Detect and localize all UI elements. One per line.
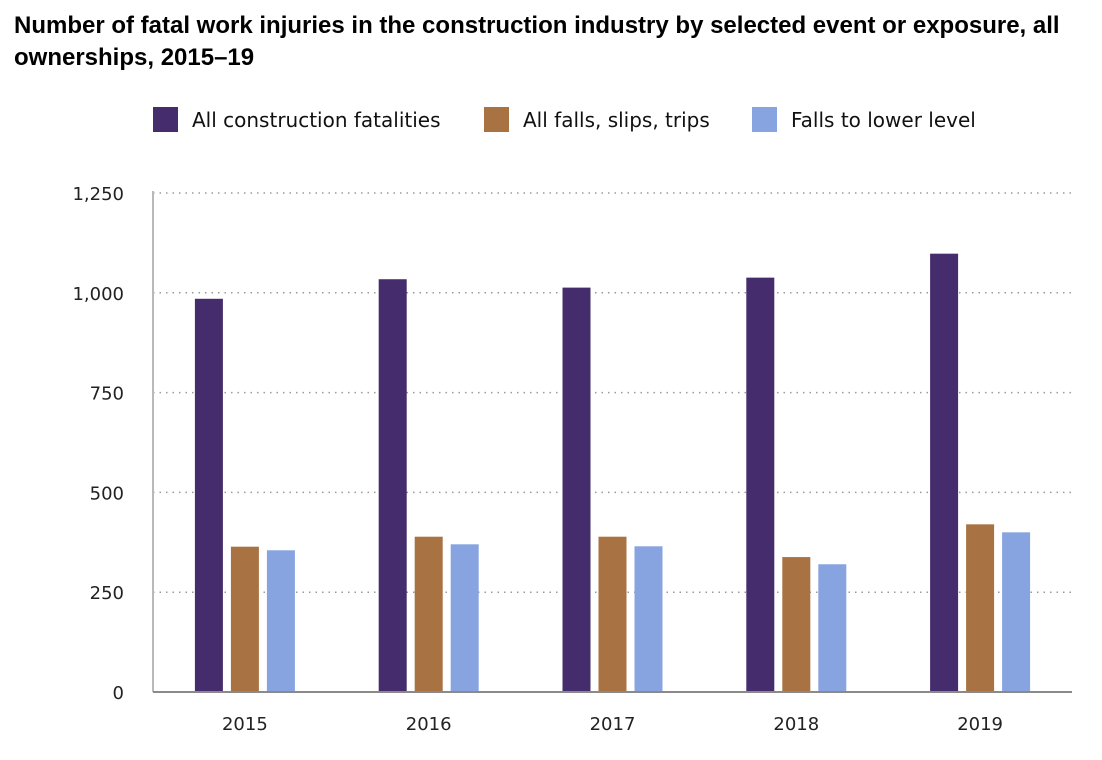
- bars: [194, 253, 1031, 692]
- y-tick-label: 0: [113, 683, 124, 704]
- legend-label: All construction fatalities: [192, 108, 441, 132]
- bar: [634, 546, 663, 692]
- bar: [746, 277, 775, 692]
- legend-swatch: [752, 107, 777, 132]
- bar: [266, 550, 295, 692]
- legend-label: Falls to lower level: [791, 108, 976, 132]
- y-tick-label: 250: [90, 583, 124, 604]
- legend-item: All falls, slips, trips: [484, 107, 710, 132]
- x-tick-label: 2016: [406, 714, 452, 735]
- bar: [230, 546, 259, 692]
- legend-swatch: [153, 107, 178, 132]
- bar: [930, 253, 959, 692]
- legend-swatch: [484, 107, 509, 132]
- x-tick-label: 2015: [222, 714, 268, 735]
- chart-title: Number of fatal work injuries in the con…: [14, 12, 1060, 71]
- x-tick-label: 2018: [773, 714, 819, 735]
- bar: [562, 287, 591, 692]
- bar: [414, 536, 443, 692]
- y-tick-label: 750: [90, 384, 124, 405]
- bar: [598, 536, 627, 692]
- y-axis: 0 250 500 750 1,000 1,250: [72, 184, 154, 704]
- bar: [450, 544, 479, 692]
- x-tick-label: 2019: [957, 714, 1003, 735]
- y-tick-label: 500: [90, 483, 124, 504]
- bar: [782, 557, 811, 692]
- y-tick-label: 1,000: [72, 284, 124, 305]
- legend-label: All falls, slips, trips: [523, 108, 710, 132]
- bar: [194, 298, 223, 692]
- bar: [1002, 532, 1031, 692]
- x-axis: 2015 2016 2017 2018 2019: [153, 691, 1072, 735]
- x-tick-label: 2017: [590, 714, 636, 735]
- legend-item: All construction fatalities: [153, 107, 441, 132]
- legend-item: Falls to lower level: [752, 107, 976, 132]
- bar: [818, 564, 847, 692]
- chart-legend: All construction fatalities All falls, sl…: [153, 107, 976, 132]
- y-tick-label: 1,250: [72, 184, 124, 205]
- bar: [378, 279, 407, 692]
- bar: [966, 524, 995, 692]
